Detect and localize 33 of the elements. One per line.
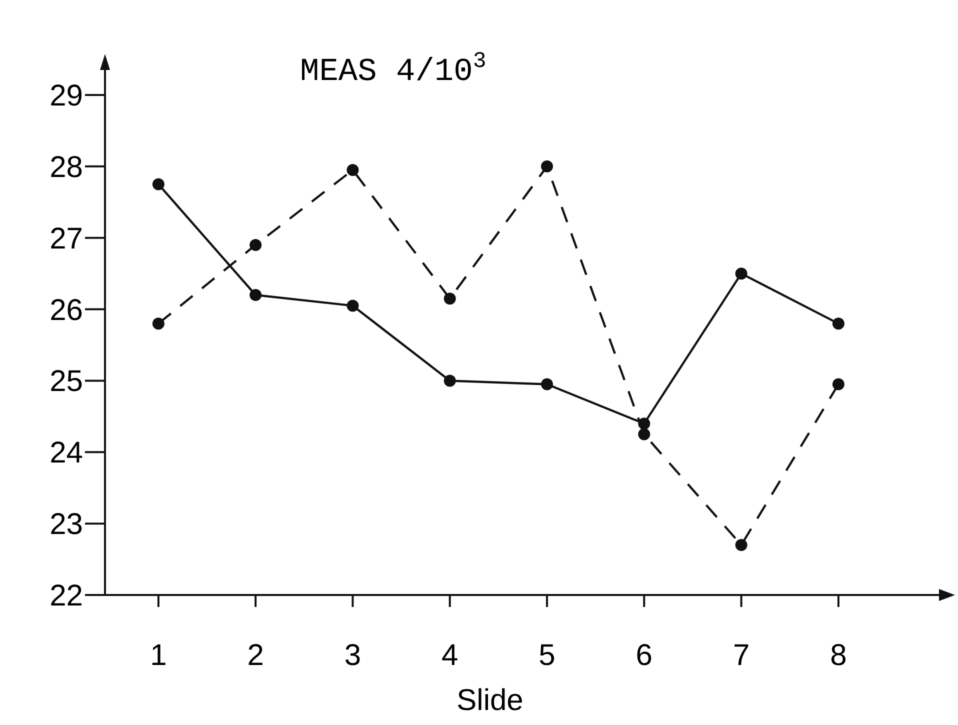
x-tick-label: 7 — [732, 639, 750, 672]
x-axis-title: Slide — [456, 684, 524, 717]
y-tick-label: 22 — [50, 580, 83, 612]
y-tick-label: 27 — [50, 222, 83, 256]
x-tick-label: 2 — [247, 639, 264, 672]
point — [346, 164, 359, 176]
x-tick-label: 4 — [442, 639, 458, 672]
x-tick-label: 3 — [344, 639, 362, 672]
point — [444, 292, 456, 305]
point — [250, 289, 262, 301]
point — [152, 318, 164, 330]
y-tick-label: 24 — [50, 436, 83, 470]
point — [541, 378, 553, 390]
point — [832, 318, 844, 330]
x-tick-label: 5 — [538, 639, 556, 672]
point — [346, 300, 359, 312]
y-tick-label: 28 — [50, 150, 83, 184]
point — [638, 428, 650, 440]
y-tick-label: 29 — [50, 80, 83, 112]
y-tick-label: 26 — [50, 294, 83, 327]
chart-title: MEAS 4/10$^{3}$ — [300, 48, 486, 90]
y-tick-label: 23 — [50, 508, 83, 542]
y-tick-label: 25 — [50, 365, 83, 398]
point — [444, 374, 456, 387]
x-tick-label: 1 — [150, 639, 167, 672]
point — [250, 239, 262, 251]
x-tick-label: 8 — [830, 639, 847, 672]
x-tick-label: 6 — [636, 639, 652, 672]
point — [541, 160, 553, 172]
point — [735, 268, 748, 280]
point — [735, 539, 748, 551]
point — [832, 378, 844, 390]
point — [152, 178, 164, 190]
